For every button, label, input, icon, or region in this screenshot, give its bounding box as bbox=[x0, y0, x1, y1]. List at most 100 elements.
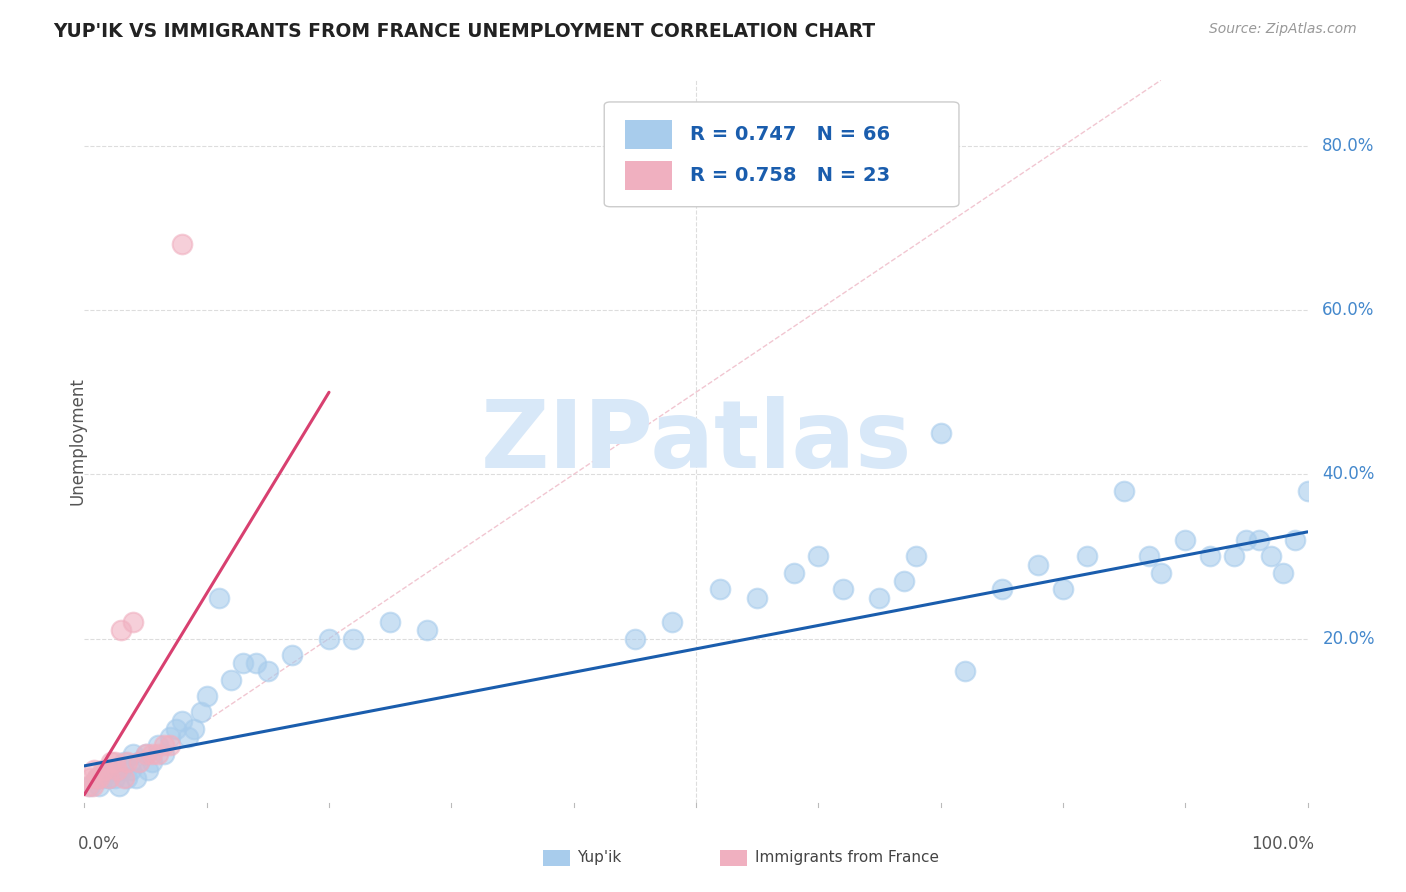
Point bbox=[86, 771, 108, 785]
Point bbox=[1150, 566, 1173, 580]
Point bbox=[1137, 549, 1160, 564]
Point bbox=[1223, 549, 1246, 564]
Point bbox=[79, 780, 101, 794]
Point bbox=[104, 771, 127, 785]
Point bbox=[146, 739, 169, 753]
Text: R = 0.747   N = 66: R = 0.747 N = 66 bbox=[690, 126, 890, 145]
Text: 40.0%: 40.0% bbox=[1322, 466, 1375, 483]
Point bbox=[122, 747, 145, 761]
Point bbox=[115, 755, 138, 769]
Point bbox=[183, 722, 205, 736]
Point bbox=[1260, 549, 1282, 564]
Point bbox=[831, 582, 853, 597]
Point bbox=[1284, 533, 1306, 547]
Point bbox=[94, 763, 117, 777]
Point bbox=[104, 755, 127, 769]
Point bbox=[79, 771, 101, 785]
Point bbox=[141, 747, 163, 761]
Point bbox=[807, 549, 830, 564]
Point bbox=[318, 632, 340, 646]
Point bbox=[87, 771, 110, 785]
Point bbox=[100, 755, 122, 769]
Point bbox=[783, 566, 806, 580]
Point bbox=[112, 771, 135, 785]
Point bbox=[905, 549, 928, 564]
Point bbox=[416, 624, 439, 638]
Point bbox=[128, 755, 150, 769]
Text: Source: ZipAtlas.com: Source: ZipAtlas.com bbox=[1209, 22, 1357, 37]
Point bbox=[172, 237, 194, 252]
Point bbox=[120, 763, 142, 777]
Point bbox=[112, 755, 135, 769]
Point bbox=[190, 706, 212, 720]
Point bbox=[380, 615, 402, 630]
Point bbox=[661, 615, 683, 630]
Text: 20.0%: 20.0% bbox=[1322, 630, 1375, 648]
Point bbox=[77, 780, 100, 794]
Point bbox=[159, 730, 181, 744]
Point bbox=[153, 747, 176, 761]
Point bbox=[1076, 549, 1098, 564]
Point bbox=[91, 771, 114, 785]
Point bbox=[219, 673, 242, 687]
Point bbox=[128, 755, 150, 769]
Point bbox=[195, 689, 218, 703]
Point bbox=[159, 739, 181, 753]
Point bbox=[165, 722, 187, 736]
Point bbox=[1198, 549, 1220, 564]
Text: 60.0%: 60.0% bbox=[1322, 301, 1375, 319]
Point bbox=[172, 714, 194, 728]
Point bbox=[135, 747, 157, 761]
Point bbox=[232, 657, 254, 671]
Point bbox=[97, 771, 120, 785]
FancyBboxPatch shape bbox=[543, 850, 569, 865]
Point bbox=[141, 755, 163, 769]
Point bbox=[1028, 558, 1050, 572]
Text: ZIPatlas: ZIPatlas bbox=[481, 395, 911, 488]
Text: YUP'IK VS IMMIGRANTS FROM FRANCE UNEMPLOYMENT CORRELATION CHART: YUP'IK VS IMMIGRANTS FROM FRANCE UNEMPLO… bbox=[53, 22, 876, 41]
Point bbox=[991, 582, 1014, 597]
Text: 80.0%: 80.0% bbox=[1322, 137, 1375, 155]
Point bbox=[125, 771, 148, 785]
Point bbox=[96, 763, 118, 777]
FancyBboxPatch shape bbox=[720, 850, 748, 865]
Point bbox=[82, 780, 104, 794]
Point bbox=[100, 763, 122, 777]
Point bbox=[929, 426, 952, 441]
Point bbox=[146, 747, 169, 761]
Point bbox=[1174, 533, 1197, 547]
Point bbox=[107, 780, 129, 794]
Point bbox=[624, 632, 647, 646]
Point bbox=[177, 730, 200, 744]
Point bbox=[105, 763, 128, 777]
Point bbox=[953, 665, 976, 679]
Point bbox=[1296, 483, 1319, 498]
Point bbox=[257, 665, 280, 679]
Point bbox=[97, 771, 120, 785]
FancyBboxPatch shape bbox=[626, 120, 672, 150]
Point bbox=[1114, 483, 1136, 498]
Point bbox=[153, 739, 176, 753]
Point bbox=[245, 657, 267, 671]
Point bbox=[83, 763, 105, 777]
FancyBboxPatch shape bbox=[626, 161, 672, 190]
Text: R = 0.758   N = 23: R = 0.758 N = 23 bbox=[690, 166, 890, 186]
Point bbox=[869, 591, 891, 605]
Point bbox=[893, 574, 915, 588]
Point bbox=[1052, 582, 1074, 597]
Point bbox=[1247, 533, 1270, 547]
Point bbox=[115, 771, 138, 785]
Point bbox=[135, 747, 157, 761]
Point bbox=[342, 632, 364, 646]
Text: Yup'ik: Yup'ik bbox=[578, 850, 621, 865]
Point bbox=[136, 763, 159, 777]
Point bbox=[709, 582, 731, 597]
Point bbox=[281, 648, 304, 662]
Point bbox=[87, 780, 110, 794]
Point bbox=[208, 591, 231, 605]
Point bbox=[122, 615, 145, 630]
Y-axis label: Unemployment: Unemployment bbox=[69, 377, 86, 506]
Text: Immigrants from France: Immigrants from France bbox=[755, 850, 939, 865]
Point bbox=[86, 771, 108, 785]
Point bbox=[110, 763, 132, 777]
